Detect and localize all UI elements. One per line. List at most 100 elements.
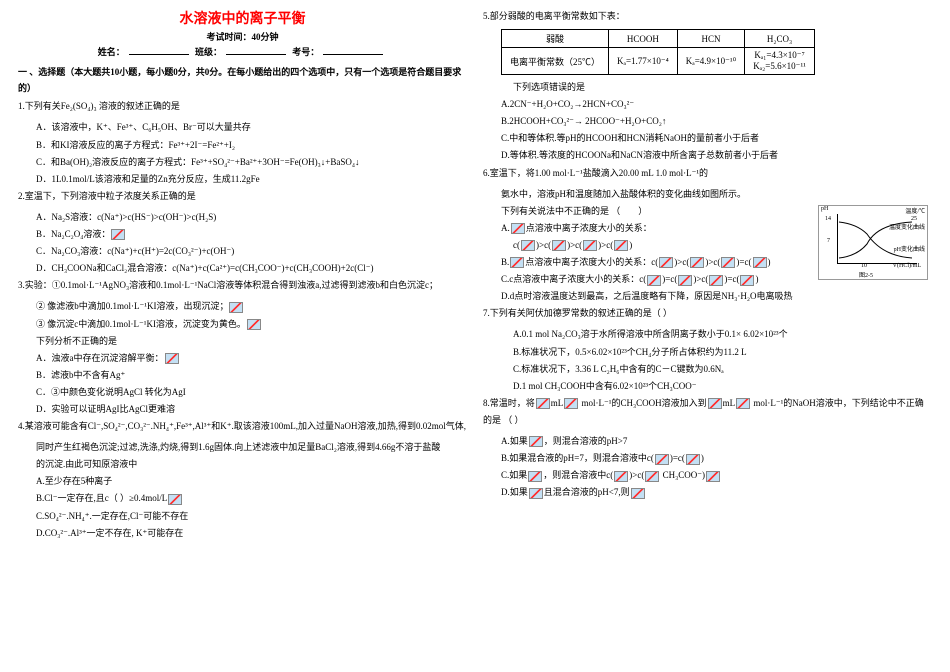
q2-c: C．Na₂CO₃溶液：c(Na⁺)+c(H⁺)=2c(CO₃²⁻)+c(OH⁻) xyxy=(18,243,467,260)
formula-image-icon xyxy=(511,223,525,234)
table-row: 电离平衡常数（25℃） Kₐ=1.77×10⁻⁴ Kₐ=4.9×10⁻¹⁰ Kₐ… xyxy=(502,48,815,75)
formula-image-icon xyxy=(583,240,597,251)
q4-l2: 同时产生红褐色沉淀;过滤,洗涤,灼烧,得到1.6g固体.向上述滤液中加足量BaC… xyxy=(18,439,467,456)
q4-l3: 的沉淀.由此可知原溶液中 xyxy=(18,456,467,473)
formula-image-icon xyxy=(111,229,125,240)
q1-stem: 1.下列有关Fe₂(SO₄)₃ 溶液的叙述正确的是 xyxy=(18,98,467,115)
q8-d: D.如果且混合溶液的pH<7,则 xyxy=(483,484,932,501)
q4-b: B.Cl⁻一定存在,且c（ ）≥0.4mol/L xyxy=(18,490,467,507)
right-column: 5.部分弱酸的电离平衡常数如下表： 弱酸 HCOOH HCN H₂CO₃ 电离平… xyxy=(475,8,940,664)
q7-stem: 7.下列有关阿伏加德罗常数的叙述正确的是（ ） xyxy=(483,305,932,322)
q5-c: C.中和等体积.等pH的HCOOH和HCN消耗NaOH的量前者小于后者 xyxy=(483,130,932,147)
chart-ylabel: pH xyxy=(821,206,828,212)
formula-image-icon xyxy=(510,257,524,268)
table-cell: 电离平衡常数（25℃） xyxy=(502,48,609,75)
formula-image-icon xyxy=(631,488,645,499)
table-cell: Kₐ=4.9×10⁻¹⁰ xyxy=(677,48,744,75)
q5-pre: 下列选项错误的是 xyxy=(483,79,932,96)
q3-stem: 3.实验：①0.1mol·L⁻¹AgNO₃溶液和0.1mol·L⁻¹NaCl溶液… xyxy=(18,277,467,294)
q5-a: A.2CN⁻+H₂O+CO₂→2HCN+CO₃²⁻ xyxy=(483,96,932,113)
formula-image-icon xyxy=(521,240,535,251)
formula-image-icon xyxy=(614,240,628,251)
q3-pre: 下列分析不正确的是 xyxy=(18,333,467,350)
q6-l2: 氨水中，溶液pH和温度随加入盐酸体积的变化曲线如图所示。 xyxy=(483,186,932,203)
student-info-line: 姓名： 班级： 考号： xyxy=(18,45,467,58)
formula-image-icon xyxy=(614,471,628,482)
formula-image-icon xyxy=(753,257,767,268)
q5-b: B.2HCOOH+CO₃²⁻→ 2HCOO⁻+H₂O+CO₂↑ xyxy=(483,113,932,130)
class-label: 班级： xyxy=(195,47,222,57)
q6-chart: pH 温度/℃ 14 7 温度变化曲线 pH变化曲线 25 10 V(HCl)/… xyxy=(818,205,928,280)
q8-stem: 8.常温时，将mL mol·L⁻¹的CH₃COOH溶液加入到mL mol·L⁻¹… xyxy=(483,395,932,429)
formula-image-icon xyxy=(536,398,550,409)
table-cell: 弱酸 xyxy=(502,30,609,48)
q5-stem: 5.部分弱酸的电离平衡常数如下表： xyxy=(483,8,932,25)
formula-image-icon xyxy=(659,257,673,268)
q1-a: A．该溶液中，K⁺、Fe³⁺、C₆H₅OH、Br⁻可以大量共存 xyxy=(18,119,467,136)
formula-image-icon xyxy=(678,275,692,286)
table-row: 弱酸 HCOOH HCN H₂CO₃ xyxy=(502,30,815,48)
table-cell: Kₐ=1.77×10⁻⁴ xyxy=(609,48,678,75)
chart-x10: 10 xyxy=(861,263,867,269)
formula-image-icon xyxy=(529,488,543,499)
formula-image-icon xyxy=(165,353,179,364)
formula-image-icon xyxy=(645,471,659,482)
q7-c: C.标准状况下，3.36 L C₂H₆中含有的C－C键数为0.6Nₐ xyxy=(483,361,932,378)
formula-image-icon xyxy=(736,398,750,409)
formula-image-icon xyxy=(168,494,182,505)
chart-y7: 7 xyxy=(827,238,830,244)
chart-xlabel: V(HCl)/mL xyxy=(893,263,921,269)
chart-caption: 图2-5 xyxy=(859,270,873,279)
q5-table: 弱酸 HCOOH HCN H₂CO₃ 电离平衡常数（25℃） Kₐ=1.77×1… xyxy=(501,29,815,75)
formula-image-icon xyxy=(709,275,723,286)
exam-subtitle: 考试时间：40分钟 xyxy=(18,30,467,43)
formula-image-icon xyxy=(564,398,578,409)
table-cell: Kₐ₁=4.3×10⁻⁷Kₐ₂=5.6×10⁻¹¹ xyxy=(745,48,815,75)
q8-a: A.如果，则混合溶液的pH>7 xyxy=(483,433,932,450)
q3-d: D．实验可以证明AgI比AgCl更难溶 xyxy=(18,401,467,418)
formula-image-icon xyxy=(690,257,704,268)
formula-image-icon xyxy=(647,275,661,286)
q3-b: B．滤液b中不含有Ag⁺ xyxy=(18,367,467,384)
q4-a: A.至少存在5种离子 xyxy=(18,473,467,490)
q8-b: B.如果混合液的pH=7，则混合溶液中c()=c() xyxy=(483,450,932,467)
q2-a: A．Na₂S溶液：c(Na⁺)>c(HS⁻)>c(OH⁻)>c(H₂S) xyxy=(18,209,467,226)
q7-b: B.标准状况下，0.5×6.02×10²³个CH₄分子所占体积约为11.2 L xyxy=(483,344,932,361)
q1-d: D．1L0.1mol/L该溶液和足量的Zn充分反应，生成11.2gFe xyxy=(18,171,467,188)
formula-image-icon xyxy=(721,257,735,268)
formula-image-icon xyxy=(247,319,261,330)
formula-image-icon xyxy=(229,302,243,313)
q3-c: C．③中颜色变化说明AgCl 转化为AgI xyxy=(18,384,467,401)
q2-b: B．Na₂C₂O₄溶液： xyxy=(18,226,467,243)
table-cell: H₂CO₃ xyxy=(745,30,815,48)
q7-d: D.1 mol CH₃COOH中含有6.02×10²³个CH₃COO⁻ xyxy=(483,378,932,395)
q1-b: B．和KI溶液反应的离子方程式：Fe³⁺+2I⁻=Fe²⁺+I₂ xyxy=(18,137,467,154)
formula-image-icon xyxy=(706,471,720,482)
left-column: 水溶液中的离子平衡 考试时间：40分钟 姓名： 班级： 考号： 一 、选择题（本… xyxy=(10,8,475,664)
chart-curves xyxy=(837,214,917,264)
q3-s2: ② 像滤液b中滴加0.1mol·L⁻¹KI溶液，出现沉淀； xyxy=(18,298,467,315)
q5-d: D.等体积.等浓度的HCOONa和NaCN溶液中所含离子总数前者小于后者 xyxy=(483,147,932,164)
q4-stem: 4.某溶液可能含有Cl⁻,SO₄²⁻,CO₃²⁻.NH₄⁺,Fe³⁺,Al³⁺和… xyxy=(18,418,467,435)
q1-c: C．和Ba(OH)₂溶液反应的离子方程式：Fe³⁺+SO₄²⁻+Ba²⁺+3OH… xyxy=(18,154,467,171)
table-cell: HCOOH xyxy=(609,30,678,48)
formula-image-icon xyxy=(686,454,700,465)
chart-y14: 14 xyxy=(825,216,831,222)
q6-stem: 6.室温下，将1.00 mol·L⁻¹盐酸滴入20.00 mL 1.0 mol·… xyxy=(483,165,932,182)
q8-c: C.如果，则混合溶液中c()>c( CH₃COO⁻) xyxy=(483,467,932,484)
q3-a: A．浊液a中存在沉淀溶解平衡： xyxy=(18,350,467,367)
section-1-header: 一 、选择题（本大题共10小题，每小题0分，共0分。在每小题给出的四个选项中，只… xyxy=(18,64,467,96)
table-cell: HCN xyxy=(677,30,744,48)
q2-stem: 2.室温下，下列溶液中粒子浓度关系正确的是 xyxy=(18,188,467,205)
formula-image-icon xyxy=(528,471,542,482)
name-label: 姓名： xyxy=(98,47,125,57)
q6-d: D.d点时溶液温度达到最高，之后温度略有下降，原因是NH₃·H₂O电离吸热 xyxy=(483,288,932,305)
formula-image-icon xyxy=(708,398,722,409)
q2-d: D．CH₃COONa和CaCl₂混合溶液：c(Na⁺)+c(Ca²⁺)=c(CH… xyxy=(18,260,467,277)
exam-title: 水溶液中的离子平衡 xyxy=(18,8,467,28)
formula-image-icon xyxy=(740,275,754,286)
id-label: 考号： xyxy=(292,47,319,57)
q4-d: D.CO₃²⁻.Al³⁺一定不存在, K⁺可能存在 xyxy=(18,525,467,542)
formula-image-icon xyxy=(655,454,669,465)
q7-a: A.0.1 mol Na₂CO₃溶于水所得溶液中所含阴离子数小于0.1× 6.0… xyxy=(483,326,932,343)
